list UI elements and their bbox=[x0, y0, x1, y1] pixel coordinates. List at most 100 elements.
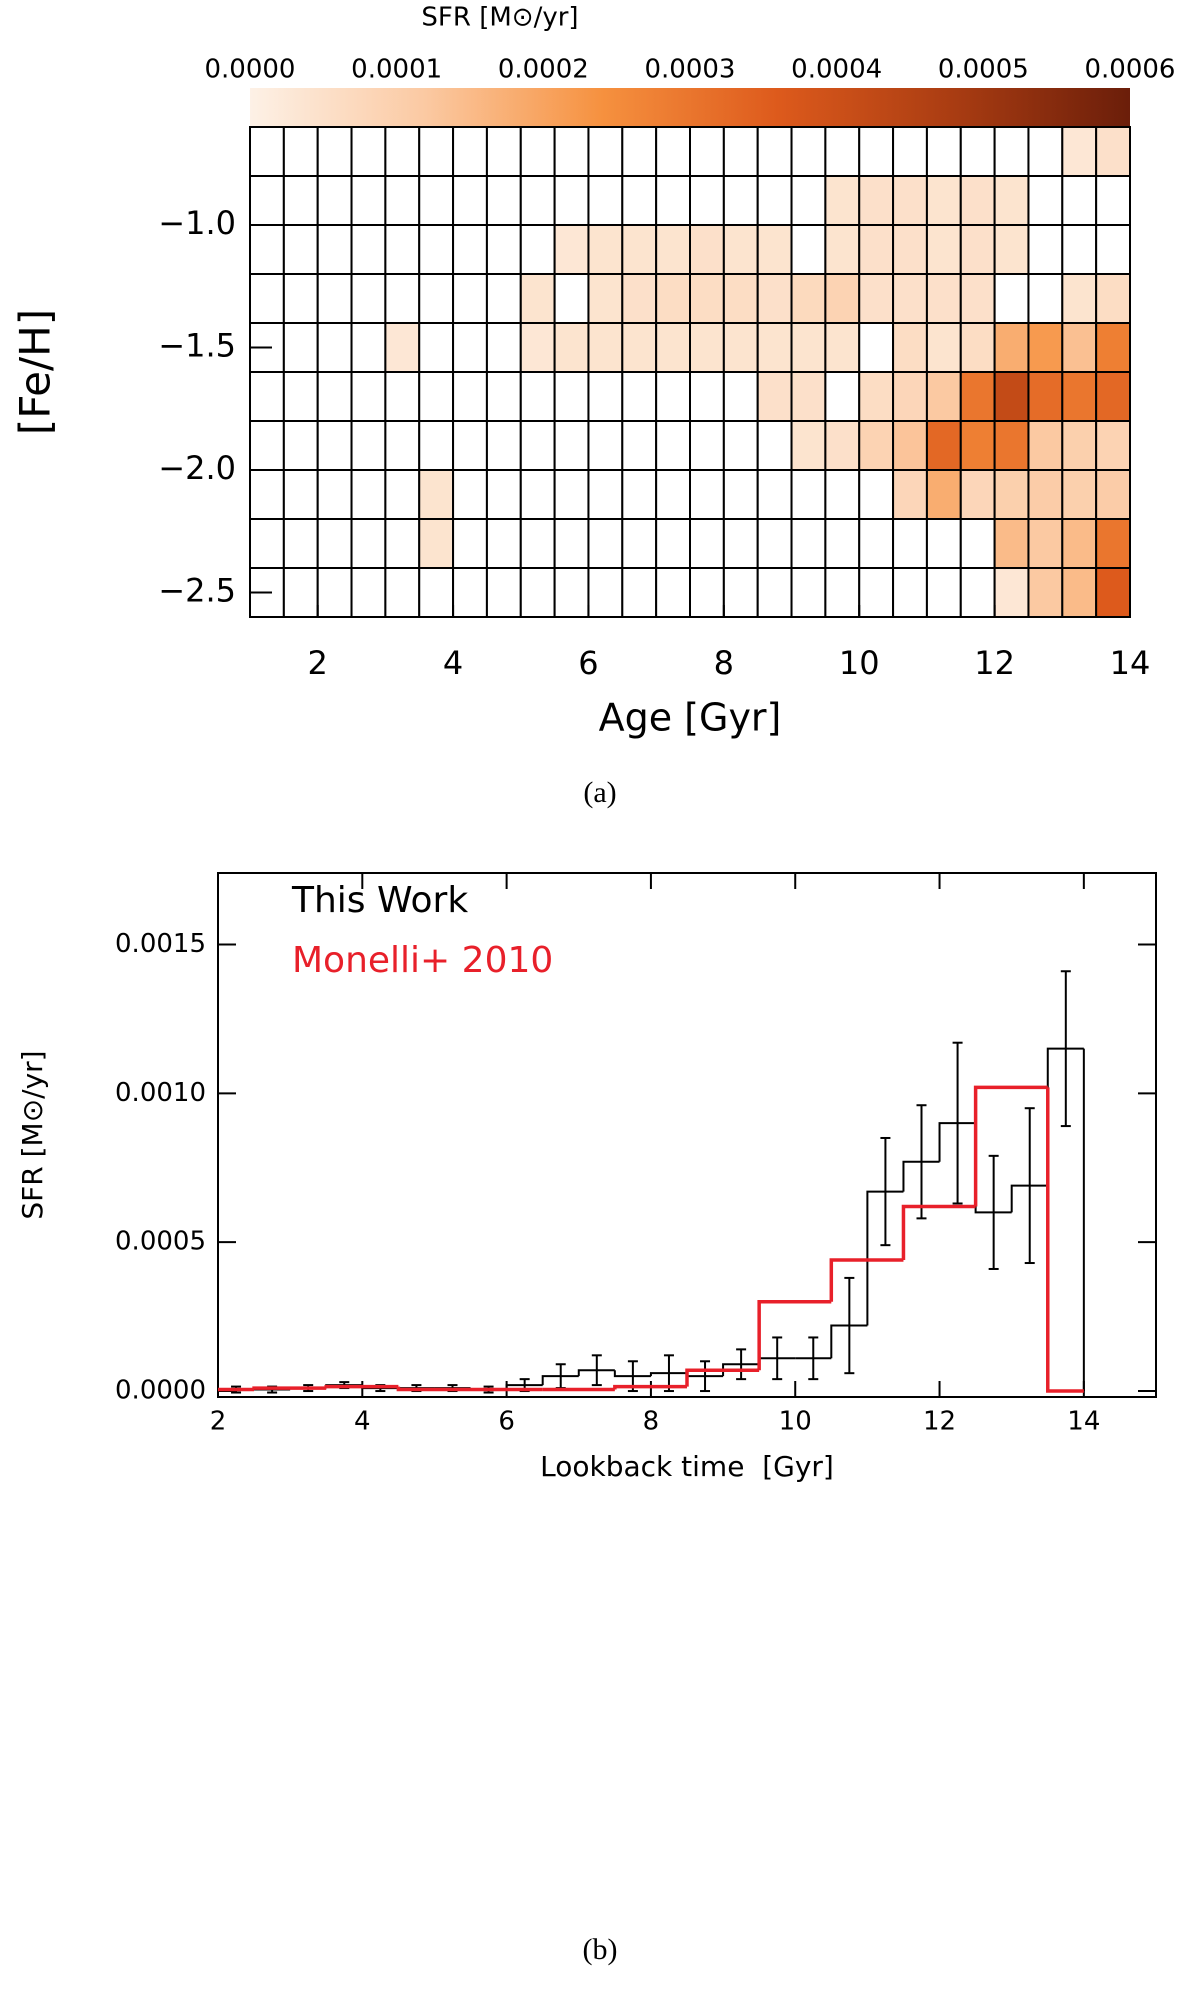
heatmap-cell bbox=[384, 469, 421, 520]
heatmap-cell bbox=[1027, 469, 1064, 520]
heatmap-cell bbox=[824, 126, 861, 177]
heatmap-cell bbox=[418, 224, 455, 275]
heatmap-cell bbox=[485, 224, 522, 275]
step-segment bbox=[902, 1160, 940, 1192]
heatmap-cell bbox=[587, 224, 624, 275]
heatmap-cell bbox=[790, 469, 827, 520]
heatmap-cell bbox=[892, 567, 928, 618]
heatmap-cell bbox=[519, 273, 556, 324]
x-tick-label: 10 bbox=[839, 644, 880, 682]
heatmap-cell bbox=[689, 371, 725, 422]
heatmap-cell bbox=[282, 469, 319, 520]
heatmap-cell bbox=[689, 126, 725, 177]
heatmap-cell bbox=[485, 567, 522, 618]
heatmap-cell bbox=[655, 567, 692, 618]
heatmap-cell bbox=[587, 518, 624, 569]
heatmap-cell bbox=[925, 518, 962, 569]
y-axis-label: SFR [M⊙/yr] bbox=[16, 1050, 49, 1219]
heatmap-cell bbox=[587, 567, 624, 618]
heatmap-cell bbox=[1027, 371, 1064, 422]
colorbar-tick-label: 0.0000 bbox=[205, 55, 296, 85]
heatmap-cell bbox=[621, 567, 658, 618]
colorbar-tick-label: 0.0002 bbox=[498, 55, 589, 85]
heatmap-cell bbox=[621, 322, 658, 373]
heatmap-cell bbox=[858, 469, 895, 520]
heatmap-cell bbox=[621, 224, 658, 275]
heatmap-cell bbox=[282, 322, 319, 373]
heatmap-cell bbox=[282, 420, 319, 471]
heatmap-cell bbox=[959, 175, 996, 226]
heatmap-cell bbox=[587, 469, 624, 520]
step-segment bbox=[1046, 1087, 1084, 1393]
step-segment bbox=[866, 1190, 904, 1326]
x-tick-label: 8 bbox=[714, 644, 734, 682]
heatmap-cell bbox=[892, 518, 928, 569]
heatmap-cell bbox=[316, 126, 353, 177]
heatmap-cell bbox=[1061, 567, 1098, 618]
heatmap-cell bbox=[892, 322, 928, 373]
caption: (a) bbox=[583, 776, 616, 809]
heatmap-cell bbox=[1061, 175, 1098, 226]
heatmap-cell bbox=[1027, 567, 1064, 618]
heatmap-cell bbox=[485, 322, 522, 373]
heatmap-cell bbox=[655, 371, 692, 422]
heatmap-cell bbox=[790, 224, 827, 275]
heatmap-cell bbox=[655, 224, 692, 275]
heatmap-cell bbox=[756, 273, 793, 324]
heatmap-cell bbox=[993, 518, 1030, 569]
x-tick-label: 6 bbox=[498, 1407, 515, 1437]
heatmap-cell bbox=[689, 273, 725, 324]
heatmap-cell bbox=[756, 469, 793, 520]
heatmap-cell bbox=[587, 371, 624, 422]
heatmap-cell bbox=[925, 126, 962, 177]
heatmap-cell bbox=[1027, 518, 1064, 569]
heatmap-cell bbox=[959, 322, 996, 373]
step-segment bbox=[541, 1375, 579, 1386]
heatmap-cell bbox=[485, 518, 522, 569]
colorbar-tick-label: 0.0004 bbox=[791, 55, 882, 85]
heatmap-cell bbox=[892, 420, 928, 471]
heatmap-cell bbox=[858, 322, 895, 373]
colorbar-title: SFR [M⊙/yr] bbox=[421, 3, 578, 33]
heatmap-cell bbox=[452, 126, 488, 177]
heatmap-cell bbox=[350, 518, 387, 569]
heatmap-cell bbox=[1061, 518, 1098, 569]
heatmap-cell bbox=[959, 371, 996, 422]
heatmap-cell bbox=[452, 567, 488, 618]
heatmap-cell bbox=[553, 224, 590, 275]
heatmap-cell bbox=[485, 469, 522, 520]
heatmap-cell bbox=[485, 371, 522, 422]
heatmap-cell bbox=[316, 518, 353, 569]
heatmap-cell bbox=[1027, 224, 1064, 275]
heatmap-cell bbox=[553, 175, 590, 226]
heatmap-cell bbox=[689, 469, 725, 520]
heatmap-cell bbox=[485, 420, 522, 471]
heatmap-cell bbox=[858, 224, 895, 275]
y-tick-label: −1.5 bbox=[158, 327, 236, 365]
heatmap-cell bbox=[350, 469, 387, 520]
heatmap-cell bbox=[282, 567, 319, 618]
x-tick-label: 2 bbox=[210, 1407, 227, 1437]
colorbar-tick-label: 0.0006 bbox=[1085, 55, 1176, 85]
heatmap-cell bbox=[587, 322, 624, 373]
heatmap-cell bbox=[1095, 518, 1131, 569]
heatmap-cell bbox=[418, 420, 455, 471]
heatmap-cell bbox=[282, 371, 319, 422]
heatmap-cell bbox=[1061, 273, 1098, 324]
heatmap-cell bbox=[316, 420, 353, 471]
heatmap-cell bbox=[959, 126, 996, 177]
heatmap-cell bbox=[993, 469, 1030, 520]
colorbar-tick-label: 0.0003 bbox=[645, 55, 736, 85]
heatmap-cell bbox=[452, 224, 488, 275]
heatmap-cell bbox=[384, 224, 421, 275]
heatmap-cell bbox=[993, 273, 1030, 324]
x-tick-label: 4 bbox=[354, 1407, 371, 1437]
heatmap-cell bbox=[418, 371, 455, 422]
heatmap-cell bbox=[824, 175, 861, 226]
heatmap-cell bbox=[1027, 420, 1064, 471]
x-tick-label: 12 bbox=[974, 644, 1015, 682]
heatmap-cell bbox=[722, 420, 759, 471]
heatmap-cell bbox=[655, 518, 692, 569]
x-tick-label: 6 bbox=[578, 644, 598, 682]
heatmap-cell bbox=[722, 175, 759, 226]
